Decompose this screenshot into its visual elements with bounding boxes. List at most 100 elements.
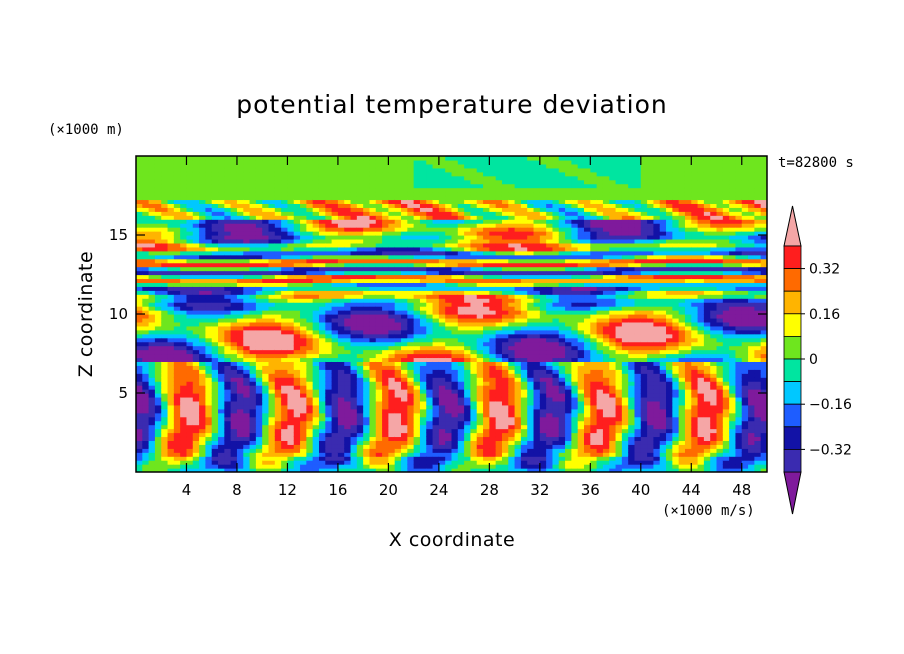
heatmap-cell xyxy=(312,341,320,347)
heatmap-cell xyxy=(325,369,333,374)
heatmap-cell xyxy=(407,290,415,295)
heatmap-cell xyxy=(148,452,156,457)
heatmap-cell xyxy=(230,207,238,212)
heatmap-cell xyxy=(142,294,150,299)
heatmap-cell xyxy=(464,432,472,438)
heatmap-cell xyxy=(318,468,326,472)
heatmap-cell xyxy=(363,353,371,359)
heatmap-cell xyxy=(224,235,232,240)
heatmap-cell xyxy=(464,361,472,366)
heatmap-cell xyxy=(470,444,478,449)
heatmap-cell xyxy=(180,203,188,208)
heatmap-cell xyxy=(318,195,326,201)
heatmap-cell xyxy=(211,159,219,165)
heatmap-cell xyxy=(180,266,188,272)
heatmap-cell xyxy=(300,262,307,268)
heatmap-cell xyxy=(306,369,314,374)
heatmap-cell xyxy=(337,333,345,339)
heatmap-cell xyxy=(180,306,188,311)
heatmap-cell xyxy=(426,416,434,422)
heatmap-cell xyxy=(445,231,453,236)
heatmap-cell xyxy=(236,416,244,422)
heatmap-cell xyxy=(312,246,320,252)
heatmap-cell xyxy=(161,163,169,169)
heatmap-cell xyxy=(520,266,528,272)
heatmap-cell xyxy=(161,464,169,469)
heatmap-cell xyxy=(192,337,200,343)
heatmap-cell xyxy=(325,396,333,402)
heatmap-cell xyxy=(300,357,307,362)
heatmap-cell xyxy=(514,231,522,236)
heatmap-cell xyxy=(230,412,238,418)
heatmap-cell xyxy=(394,416,402,422)
heatmap-cell xyxy=(470,325,478,331)
heatmap-cell xyxy=(483,452,490,457)
heatmap-cell xyxy=(199,400,207,406)
heatmap-cell xyxy=(476,274,484,280)
heatmap-cell xyxy=(350,424,358,430)
heatmap-cell xyxy=(255,211,263,216)
heatmap-cell xyxy=(432,195,440,201)
heatmap-cell xyxy=(331,171,339,177)
heatmap-cell xyxy=(268,341,276,347)
heatmap-cell xyxy=(173,231,181,236)
heatmap-cell xyxy=(508,171,516,177)
heatmap-cell xyxy=(262,270,270,276)
heatmap-cell xyxy=(527,460,535,465)
heatmap-cell xyxy=(394,258,402,264)
heatmap-cell xyxy=(451,314,459,319)
heatmap-cell xyxy=(401,337,408,343)
heatmap-cell xyxy=(413,242,421,248)
heatmap-cell xyxy=(489,278,497,283)
heatmap-cell xyxy=(394,393,402,398)
heatmap-cell xyxy=(180,432,188,438)
heatmap-cell xyxy=(218,452,225,457)
heatmap-cell xyxy=(154,317,162,323)
heatmap-cell xyxy=(438,246,446,252)
heatmap-cell xyxy=(167,428,175,434)
heatmap-cell xyxy=(350,385,358,390)
heatmap-cell xyxy=(148,171,156,177)
heatmap-cell xyxy=(154,171,162,177)
heatmap-cell xyxy=(173,468,181,472)
heatmap-cell xyxy=(350,262,358,268)
heatmap-cell xyxy=(192,325,200,331)
heatmap-cell xyxy=(508,400,516,406)
heatmap-cell xyxy=(508,270,516,276)
heatmap-cell xyxy=(318,235,326,240)
heatmap-cell xyxy=(337,207,345,212)
heatmap-cell xyxy=(161,187,169,193)
heatmap-cell xyxy=(236,369,244,374)
heatmap-cell xyxy=(287,428,295,434)
heatmap-cell xyxy=(401,456,408,461)
heatmap-cell xyxy=(154,266,162,272)
heatmap-cell xyxy=(464,219,472,224)
heatmap-cell xyxy=(192,377,200,382)
heatmap-cell xyxy=(445,440,453,445)
heatmap-cell xyxy=(167,377,175,382)
heatmap-cell xyxy=(520,167,528,173)
heatmap-cell xyxy=(426,329,434,335)
heatmap-cell xyxy=(262,250,270,256)
heatmap-cell xyxy=(293,211,301,216)
heatmap-cell xyxy=(394,163,402,169)
heatmap-cell xyxy=(457,448,465,453)
heatmap-cell xyxy=(331,345,339,351)
heatmap-cell xyxy=(520,377,528,382)
heatmap-cell xyxy=(300,306,307,311)
heatmap-cell xyxy=(483,345,490,351)
heatmap-cell xyxy=(401,242,408,248)
heatmap-cell xyxy=(432,325,440,331)
heatmap-cell xyxy=(243,183,251,189)
heatmap-cell xyxy=(249,159,257,165)
heatmap-cell xyxy=(312,215,320,220)
heatmap-cell xyxy=(331,349,339,355)
heatmap-cell xyxy=(445,156,453,161)
heatmap-cell xyxy=(401,227,408,232)
heatmap-cell xyxy=(236,163,244,169)
heatmap-cell xyxy=(419,199,427,204)
heatmap-cell xyxy=(407,294,415,299)
heatmap-cell xyxy=(173,286,181,291)
heatmap-cell xyxy=(148,393,156,398)
heatmap-cell xyxy=(180,195,188,201)
